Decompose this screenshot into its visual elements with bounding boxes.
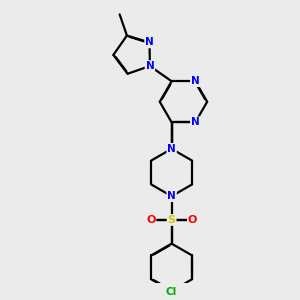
Text: O: O	[146, 215, 155, 225]
Text: N: N	[145, 38, 154, 47]
Text: Cl: Cl	[166, 287, 177, 297]
Text: S: S	[168, 215, 176, 225]
Text: N: N	[191, 76, 200, 86]
Text: N: N	[191, 117, 200, 127]
Text: N: N	[167, 144, 176, 154]
Text: N: N	[167, 191, 176, 201]
Text: N: N	[146, 61, 154, 71]
Text: O: O	[188, 215, 197, 225]
